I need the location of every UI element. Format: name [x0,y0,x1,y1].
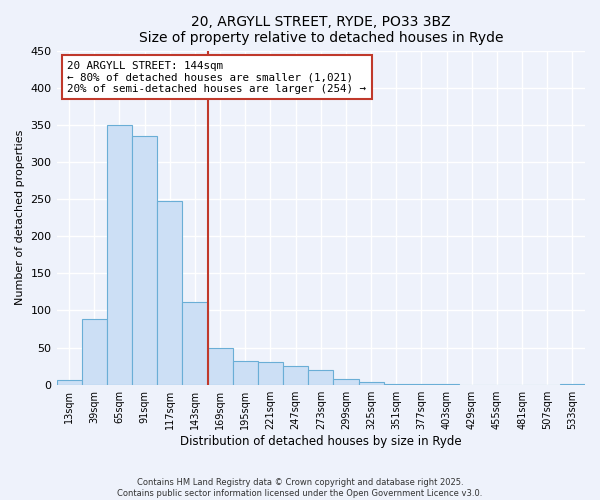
X-axis label: Distribution of detached houses by size in Ryde: Distribution of detached houses by size … [180,434,461,448]
Y-axis label: Number of detached properties: Number of detached properties [15,130,25,306]
Bar [334,379,359,384]
Bar [107,125,132,384]
Bar [82,318,107,384]
Title: 20, ARGYLL STREET, RYDE, PO33 3BZ
Size of property relative to detached houses i: 20, ARGYLL STREET, RYDE, PO33 3BZ Size o… [139,15,503,45]
Bar [182,302,208,384]
Bar [359,382,383,384]
Bar [258,362,283,384]
Bar [208,348,233,385]
Bar [157,200,182,384]
Bar [233,361,258,384]
Bar [56,380,82,384]
Text: Contains HM Land Registry data © Crown copyright and database right 2025.
Contai: Contains HM Land Registry data © Crown c… [118,478,482,498]
Bar [283,366,308,384]
Bar [132,136,157,384]
Bar [308,370,334,384]
Text: 20 ARGYLL STREET: 144sqm
← 80% of detached houses are smaller (1,021)
20% of sem: 20 ARGYLL STREET: 144sqm ← 80% of detach… [67,60,366,94]
